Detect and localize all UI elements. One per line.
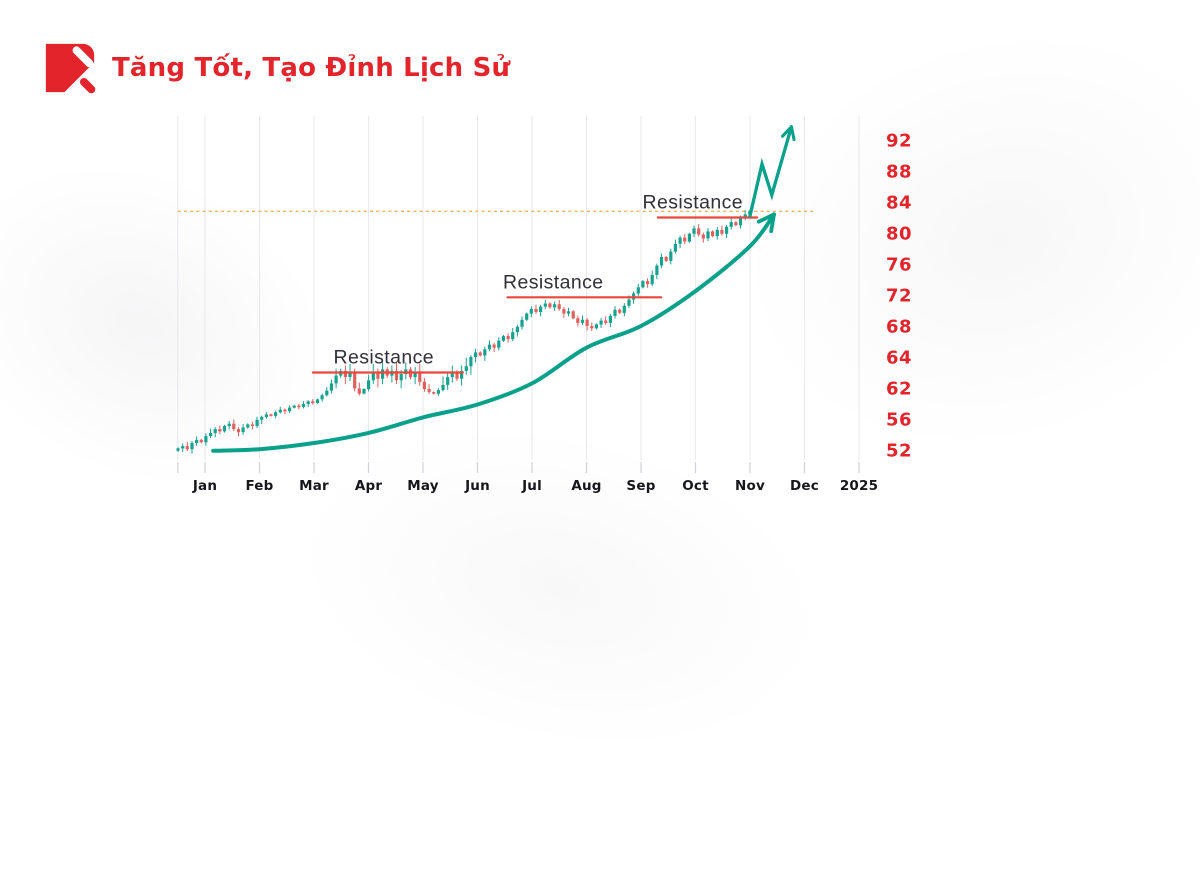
x-tick-label: Mar [299,478,329,494]
resistance-annotations: Resistance Resistance Resistance [311,192,759,374]
x-tick-label: Oct [682,478,709,494]
x-tick-label: Apr [355,478,383,494]
trend-arrow [211,212,776,453]
y-tick-label: 68 [886,317,912,338]
x-tick-label: Sep [626,478,655,494]
y-tick-label: 56 [886,410,912,431]
x-tick-label: Feb [245,478,273,494]
resistance-label: Resistance [334,347,434,369]
brand-logo-icon [45,43,96,94]
y-tick-label: 88 [886,162,912,183]
breakout-arrow [748,125,796,218]
chart-svg: Resistance Resistance Resistance 52 56 62 64 68… [176,116,912,494]
header: Tăng Tốt, Tạo Đỉnh Lịch Sử [44,42,510,94]
resistance-label: Resistance [503,271,603,293]
y-tick-label: 76 [886,255,912,276]
y-tick-label: 84 [886,193,912,214]
y-tick-label: 64 [886,348,912,369]
y-axis-labels: 52 56 62 64 68 72 76 80 84 88 92 [886,131,912,462]
x-tick-label: 2025 [840,478,878,494]
candlestick-chart: Resistance Resistance Resistance 52 56 62 64 68… [176,116,912,494]
x-tick-label: Nov [735,478,765,494]
x-tick-label: Aug [571,478,601,494]
x-axis-labels: Jan Feb Mar Apr May Jun Jul Aug Sep Oct Nov Dec 2025 [192,478,878,494]
y-tick-label: 72 [886,286,912,307]
x-tick-label: Jun [464,478,490,494]
y-tick-label: 80 [886,224,912,245]
x-tick-label: Jul [521,478,542,494]
y-tick-label: 52 [886,441,912,462]
y-tick-label: 92 [886,131,912,152]
x-tick-label: Jan [192,478,217,494]
y-tick-label: 62 [886,379,912,400]
x-tick-label: Dec [790,478,819,494]
resistance-label: Resistance [643,192,743,214]
page-title: Tăng Tốt, Tạo Đỉnh Lịch Sử [112,52,511,83]
x-tick-label: May [407,478,439,494]
candles [176,209,752,454]
